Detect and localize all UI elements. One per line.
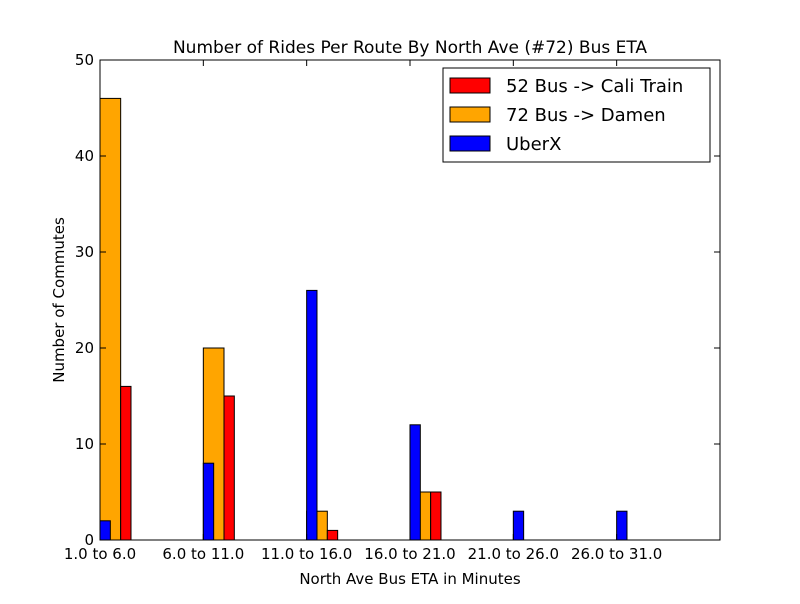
bar-uberx-3: [409, 424, 421, 541]
x-tick-label: 11.0 to 16.0: [261, 545, 352, 563]
x-axis-label: North Ave Bus ETA in Minutes: [299, 570, 521, 588]
y-tick-label: 50: [75, 51, 94, 69]
bar-52-bus-cali-train-2: [326, 529, 339, 541]
x-tick-label: 16.0 to 21.0: [364, 545, 455, 563]
y-tick-label: 20: [75, 339, 94, 357]
bar-52-bus-cali-train-3: [430, 491, 442, 541]
bar-uberx-4: [512, 510, 525, 541]
legend-swatch: [449, 106, 491, 123]
bar-52-bus-cali-train-0: [120, 385, 132, 541]
bar-52-bus-cali-train-1: [223, 395, 235, 541]
bar-uberx-1: [202, 462, 215, 541]
y-axis-label: Number of Commutes: [50, 217, 68, 383]
legend-swatch: [449, 135, 491, 152]
legend-label: UberX: [506, 134, 561, 155]
bars-layer: [99, 97, 628, 541]
ticks-layer: 0 10 20 30 40 50 1.0 to 6.0 6.0 to 11.0 11.0 to …: [64, 51, 720, 563]
x-tick-label: 6.0 to 11.0: [162, 545, 244, 563]
x-tick-label: 1.0 to 6.0: [64, 545, 136, 563]
y-tick-label: 40: [75, 147, 94, 165]
y-tick-label: 10: [75, 435, 94, 453]
legend-label: 52 Bus -> Cali Train: [506, 76, 683, 97]
y-tick-label: 0: [84, 531, 94, 549]
legend: 52 Bus -> Cali Train 72 Bus -> Damen UberX: [442, 67, 711, 163]
bar-uberx-5: [616, 510, 628, 541]
bar-uberx-2: [306, 289, 318, 541]
bar-72-bus-damen-0: [99, 97, 122, 541]
legend-label: 72 Bus -> Damen: [506, 105, 666, 126]
chart-title: Number of Rides Per Route By North Ave (…: [173, 38, 647, 58]
x-tick-label: 21.0 to 26.0: [468, 545, 559, 563]
legend-swatch: [449, 77, 491, 94]
x-tick-label: 26.0 to 31.0: [571, 545, 662, 563]
y-tick-label: 30: [75, 243, 94, 261]
bar-uberx-0: [99, 520, 111, 541]
